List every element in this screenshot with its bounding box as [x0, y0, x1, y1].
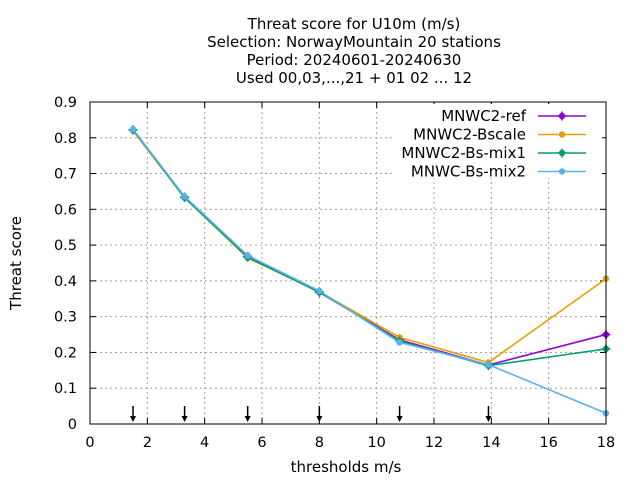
x-tick-label: 2	[143, 435, 152, 451]
plot-frame	[89, 101, 607, 425]
x-tick-label: 16	[539, 435, 557, 451]
data-point	[129, 125, 137, 133]
y-tick-label: 0.7	[54, 167, 77, 183]
series-lines	[128, 125, 611, 417]
y-tick-label: 0.5	[54, 238, 77, 254]
y-tick-label: 0.6	[54, 202, 77, 218]
legend-entry-label: MNWC2-Bs-mix1	[401, 144, 526, 162]
data-point-cross	[557, 111, 567, 121]
x-axis-ticks: 0 2 4 6 8 10 12 14 16 18	[85, 102, 615, 451]
x-tick-label: 14	[482, 435, 500, 451]
threshold-arrow-head	[485, 416, 492, 422]
chart-title: Threat score for U10m (m/s)Selection: No…	[207, 15, 501, 87]
grid-lines	[90, 102, 606, 424]
legend-entry-label: MNWC-Bs-mix2	[411, 163, 526, 181]
y-tick-label: 0.9	[54, 95, 77, 111]
y-tick-label: 0.8	[54, 131, 77, 147]
chart-title-line: Selection: NorwayMountain 20 stations	[207, 33, 501, 51]
x-tick-label: 0	[85, 435, 94, 451]
legend-entry-label: MNWC2-ref	[441, 107, 526, 125]
threshold-markers	[130, 406, 492, 422]
data-point	[558, 168, 566, 175]
threshold-arrow-head	[396, 416, 403, 422]
x-tick-label: 4	[200, 435, 209, 451]
legend-entry-label: MNWC2-Bscale	[413, 126, 526, 144]
threshold-arrow-head	[130, 416, 136, 422]
x-tick-label: 6	[257, 435, 266, 451]
y-tick-label: 0	[68, 417, 77, 433]
chart-title-line: Threat score for U10m (m/s)	[247, 15, 461, 33]
x-tick-label: 8	[315, 435, 324, 451]
threshold-arrow-head	[316, 416, 323, 422]
data-point	[396, 339, 403, 346]
chart-title-line: Used 00,03,...,21 + 01 02 ... 12	[236, 69, 472, 87]
y-axis-ticks: 0 0.1 0.2 0.3 0.4 0.5 0.6 0.7 0.8 0.9	[54, 95, 606, 433]
data-point	[244, 252, 251, 259]
data-point	[316, 287, 323, 295]
data-point	[181, 193, 188, 200]
series-mnwc-bs-mix2	[129, 125, 610, 417]
y-tick-label: 0.2	[54, 345, 77, 361]
x-tick-label: 18	[597, 435, 615, 451]
x-tick-label: 12	[425, 435, 443, 451]
data-point-cross	[557, 148, 567, 158]
y-tick-label: 0.1	[54, 381, 77, 397]
chart-title-line: Period: 20240601-20240630	[247, 51, 462, 69]
legend: MNWC2-refMNWC2-BscaleMNWC2-Bs-mix1MNWC-B…	[392, 104, 602, 181]
threshold-arrow-head	[244, 416, 251, 422]
x-tick-label: 10	[367, 435, 385, 451]
threshold-arrow-head	[181, 416, 188, 422]
x-axis-label: thresholds m/s	[291, 458, 402, 476]
data-point	[485, 361, 492, 368]
y-tick-label: 0.4	[54, 274, 77, 290]
data-point	[558, 131, 566, 138]
y-axis-label: Threat score	[7, 216, 25, 311]
y-tick-label: 0.3	[54, 310, 77, 326]
